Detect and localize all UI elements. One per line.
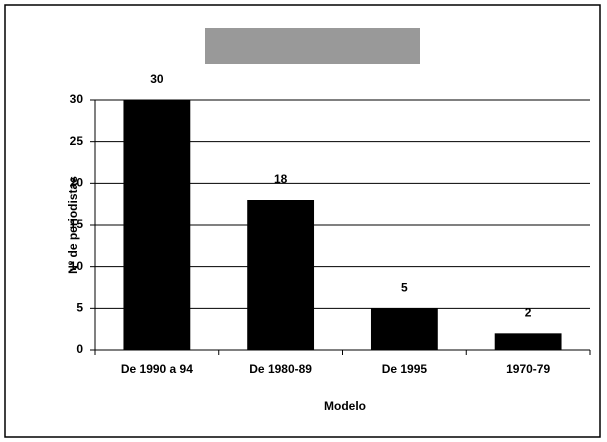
y-tick-label: 25 bbox=[70, 134, 84, 148]
x-axis-label: Modelo bbox=[324, 399, 366, 413]
x-tick-label: 1970-79 bbox=[506, 362, 550, 376]
x-tick-label: De 1980-89 bbox=[249, 362, 312, 376]
bar bbox=[247, 200, 315, 350]
y-tick-label: 5 bbox=[76, 301, 83, 315]
y-tick-label: 10 bbox=[70, 259, 84, 273]
data-label: 18 bbox=[274, 172, 288, 186]
bar bbox=[494, 333, 562, 350]
y-tick-label: 0 bbox=[76, 342, 83, 356]
y-tick-label: 30 bbox=[70, 92, 84, 106]
y-tick-label: 15 bbox=[70, 217, 84, 231]
data-label: 30 bbox=[150, 72, 164, 86]
data-label: 5 bbox=[401, 281, 408, 295]
data-label: 2 bbox=[525, 306, 532, 320]
bar bbox=[370, 308, 438, 350]
y-axis-label: Nº de periodistas bbox=[66, 176, 80, 274]
x-tick-label: De 1995 bbox=[382, 362, 428, 376]
title-smudge bbox=[205, 28, 420, 64]
bar bbox=[123, 100, 191, 350]
x-tick-label: De 1990 a 94 bbox=[121, 362, 193, 376]
y-tick-label: 20 bbox=[70, 176, 84, 190]
